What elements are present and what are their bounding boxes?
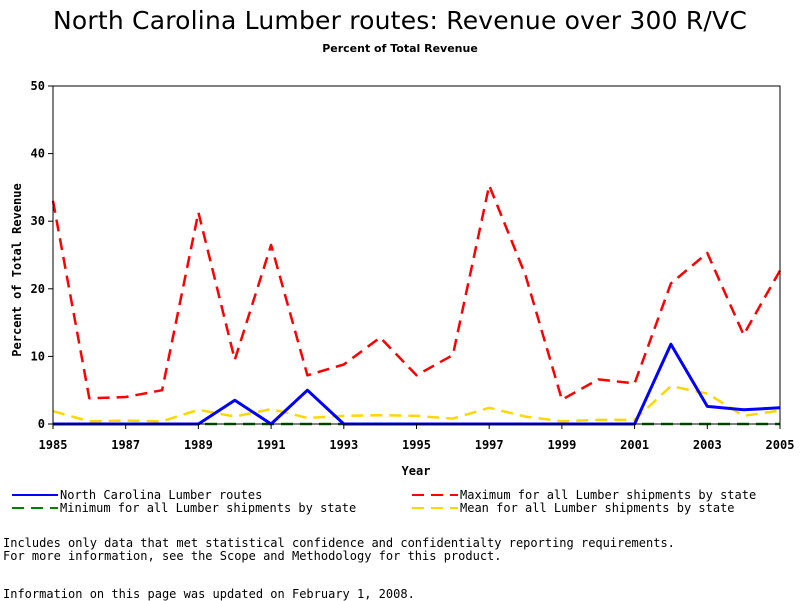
ticks-layer: 0 10 20 30 40 50 1985 1987 1989 1991 1993 1995 1997 1… — [31, 79, 795, 452]
x-tick-label: 1993 — [329, 438, 358, 452]
legend-label-nc-routes: North Carolina Lumber routes — [60, 488, 263, 502]
line-chart: 0 10 20 30 40 50 1985 1987 1989 1991 1993 1995 1997 1… — [10, 79, 795, 478]
x-tick-label: 2003 — [693, 438, 722, 452]
x-tick-label: 1995 — [402, 438, 431, 452]
x-axis-title: Year — [402, 464, 431, 478]
y-tick-label: 20 — [31, 282, 45, 296]
y-tick-label: 0 — [38, 417, 45, 431]
x-tick-label: 1987 — [111, 438, 140, 452]
series-layer — [51, 184, 782, 426]
x-tick-label: 1989 — [184, 438, 213, 452]
series-line-maximum-for-all-lumber-shipments-by-state — [51, 184, 782, 401]
x-tick-label: 2005 — [766, 438, 795, 452]
y-tick-label: 30 — [31, 214, 45, 228]
x-tick-label: 1985 — [39, 438, 68, 452]
series-line-north-carolina-lumber-routes — [53, 342, 781, 426]
y-tick-label: 10 — [31, 349, 45, 363]
chart-title: North Carolina Lumber routes: Revenue ov… — [52, 6, 747, 35]
chart-subtitle: Percent of Total Revenue — [322, 42, 478, 55]
legend-swatch-mean — [412, 507, 458, 509]
y-tick-label: 50 — [31, 79, 45, 93]
footnote-confidence: Includes only data that met statistical … — [3, 536, 675, 550]
x-tick-label: 2001 — [620, 438, 649, 452]
chart-legend: North Carolina Lumber routes Minimum for… — [0, 486, 800, 518]
series-line-mean-for-all-lumber-shipments-by-state — [52, 384, 781, 423]
y-axis-title: Percent of Total Revenue — [10, 183, 24, 356]
x-tick-label: 1999 — [547, 438, 576, 452]
x-tick-label: 1997 — [475, 438, 504, 452]
legend-label-mean: Mean for all Lumber shipments by state — [460, 501, 735, 515]
footnote-methodology: For more information, see the Scope and … — [3, 549, 502, 563]
footnote-updated: Information on this page was updated on … — [3, 587, 415, 601]
legend-swatch-minimum — [12, 507, 58, 509]
legend-swatch-maximum — [412, 494, 458, 496]
legend-label-minimum: Minimum for all Lumber shipments by stat… — [60, 501, 357, 515]
legend-swatch-nc-routes — [12, 494, 58, 496]
legend-label-maximum: Maximum for all Lumber shipments by stat… — [460, 488, 757, 502]
axes-layer — [52, 85, 781, 425]
y-tick-label: 40 — [31, 147, 45, 161]
x-tick-label: 1991 — [257, 438, 286, 452]
plot-frame — [52, 85, 781, 425]
